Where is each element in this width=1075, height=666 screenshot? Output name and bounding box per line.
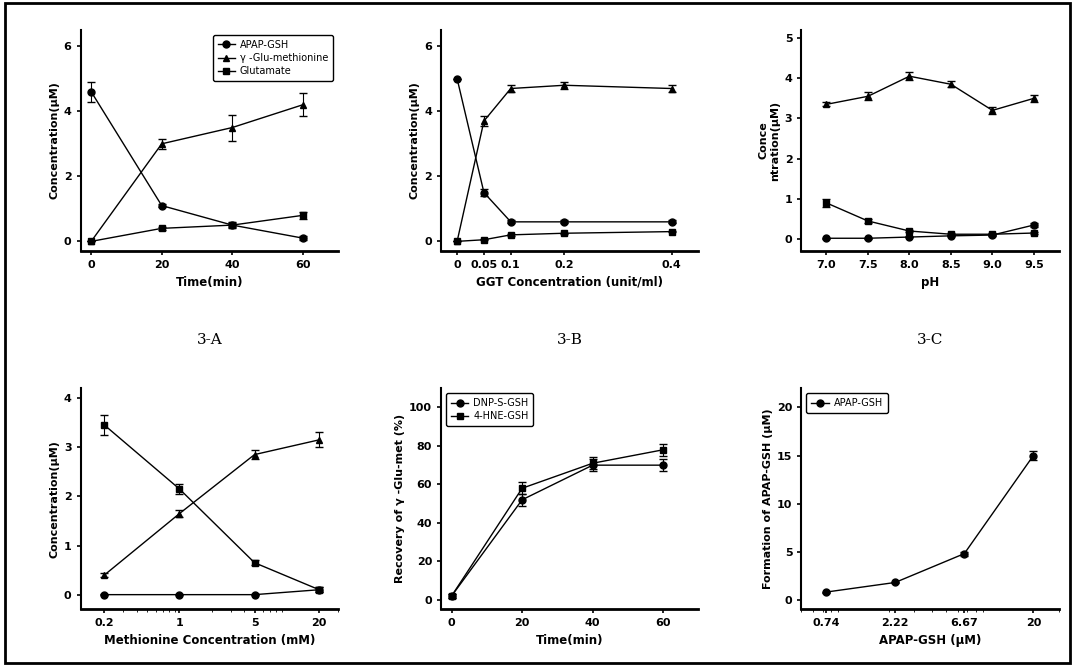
Legend: APAP-GSH, γ -Glu-methionine, Glutamate: APAP-GSH, γ -Glu-methionine, Glutamate	[213, 35, 333, 81]
X-axis label: APAP-GSH (μM): APAP-GSH (μM)	[879, 634, 981, 647]
Y-axis label: Concentration(μM): Concentration(μM)	[49, 82, 59, 200]
Y-axis label: Conce
ntration(μM): Conce ntration(μM)	[759, 101, 780, 180]
Legend: APAP-GSH: APAP-GSH	[806, 393, 888, 413]
Title: 3-A: 3-A	[197, 333, 223, 347]
Title: 3-C: 3-C	[917, 333, 944, 347]
Y-axis label: Formation of APAP-GSH (μM): Formation of APAP-GSH (μM)	[763, 408, 773, 589]
Y-axis label: Concentration(μM): Concentration(μM)	[49, 440, 59, 557]
X-axis label: pH: pH	[921, 276, 940, 288]
X-axis label: GGT Concentration (unit/ml): GGT Concentration (unit/ml)	[476, 276, 663, 288]
Legend: DNP-S-GSH, 4-HNE-GSH: DNP-S-GSH, 4-HNE-GSH	[446, 393, 533, 426]
X-axis label: Methionine Concentration (mM): Methionine Concentration (mM)	[103, 634, 315, 647]
Y-axis label: Concentration(μM): Concentration(μM)	[410, 82, 420, 200]
Y-axis label: Recovery of γ -Glu-met (%): Recovery of γ -Glu-met (%)	[395, 414, 405, 583]
Title: 3-B: 3-B	[557, 333, 583, 347]
X-axis label: Time(min): Time(min)	[175, 276, 243, 288]
X-axis label: Time(min): Time(min)	[536, 634, 603, 647]
